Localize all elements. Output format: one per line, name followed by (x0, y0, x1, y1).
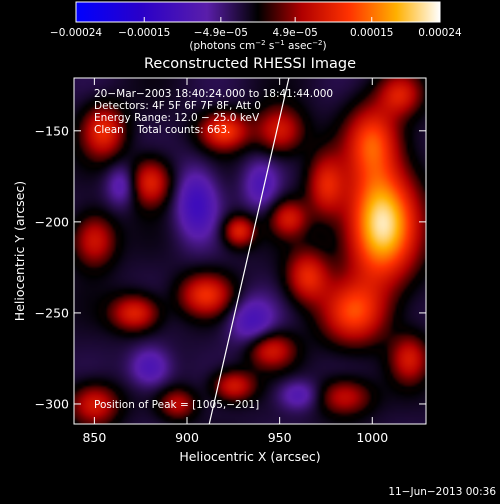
colorbar-tick-label: 0.00015 (350, 27, 393, 39)
plot-frame (73, 77, 427, 425)
colorbar-tick-label: 4.9e−05 (272, 27, 317, 39)
colorbar-tick-label: 0.00024 (418, 27, 462, 39)
annotation-detectors: Detectors: 4F 5F 6F 7F 8F, Att 0 (94, 100, 261, 112)
y-axis-label: Heliocentric Y (arcsec) (12, 181, 27, 321)
x-tick-label: 950 (268, 430, 292, 445)
generation-timestamp: 11−Jun−2013 00:36 (388, 486, 496, 498)
annotation-block: 20−Mar−2003 18:40:24.000 to 18:41:44.000… (94, 88, 333, 136)
annotation-time: 20−Mar−2003 18:40:24.000 to 18:41:44.000 (94, 88, 333, 100)
colorbar-unit-label: (photons cm−2 s−1 asec−2) (189, 39, 326, 52)
annotation-energy: Energy Range: 12.0 − 25.0 keV (94, 112, 260, 124)
colorbar-tick-label: −4.9e−05 (194, 27, 248, 39)
solar-limb-line (208, 78, 290, 424)
y-tick-label: −300 (35, 396, 69, 411)
y-tick-label: −200 (35, 214, 69, 229)
colorbar-ticks: −0.00024 −0.00015 −4.9e−05 4.9e−05 0.00015 0.… (50, 17, 462, 39)
peak-position-label: Position of Peak = [1005,−201] (94, 399, 259, 411)
y-tick-label: −250 (35, 305, 69, 320)
annotation-counts: Clean Total counts: 663. (94, 124, 230, 136)
x-tick-label: 850 (82, 430, 106, 445)
axis-ticks: 850 900 950 1000 −150 −200 −250 −300 (35, 78, 426, 445)
y-tick-label: −150 (35, 123, 69, 138)
x-axis-label: Heliocentric X (arcsec) (179, 449, 320, 464)
chart-title: Reconstructed RHESSI Image (144, 56, 356, 72)
colorbar-tick-label: −0.00024 (50, 27, 103, 39)
heatmap-image (74, 78, 426, 424)
x-tick-label: 900 (175, 430, 199, 445)
colorbar (75, 1, 441, 23)
colorbar-tick-label: −0.00015 (118, 27, 170, 39)
x-tick-label: 1000 (356, 430, 388, 445)
